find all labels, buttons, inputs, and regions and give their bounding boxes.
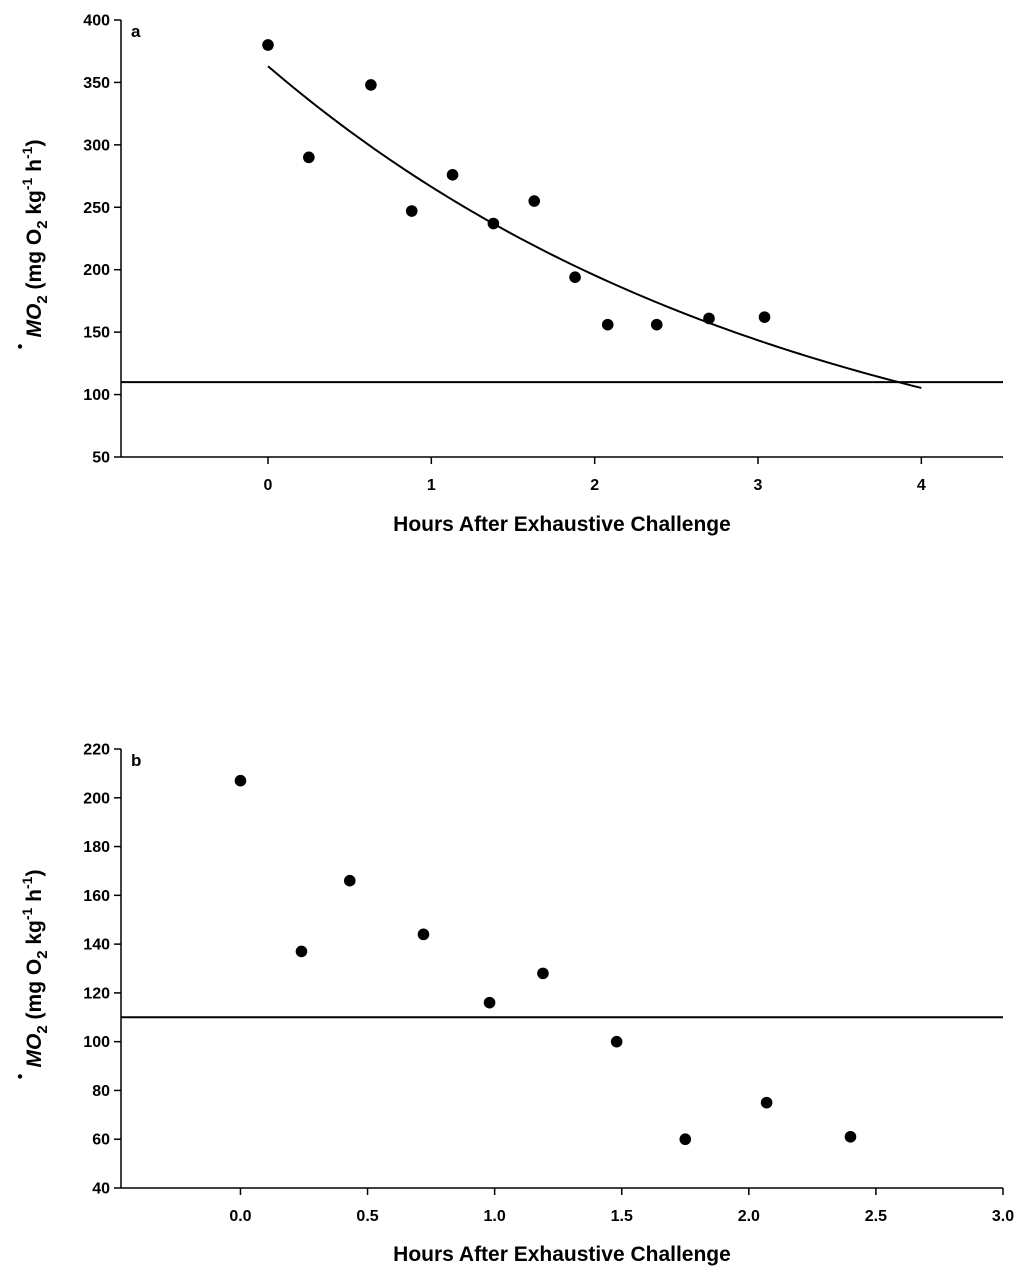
y-axis-title-part: 2 <box>34 220 51 228</box>
y-axis-title-part: kg <box>23 920 46 950</box>
data-point <box>405 205 418 217</box>
data-point <box>487 217 500 230</box>
x-axis-title: Hours After Exhaustive Challenge <box>393 513 731 536</box>
data-point <box>365 79 377 91</box>
y-tick-label: 160 <box>83 888 110 905</box>
y-tick-label: 80 <box>92 1083 110 1100</box>
y-axis-title-part: MO <box>23 304 46 338</box>
data-point <box>844 1130 857 1143</box>
data-point <box>650 318 663 331</box>
y-tick-label: 200 <box>83 262 110 279</box>
panel-b: 40 60 80 100 120 140 160 180 200 220 0.0 0.5 1.0 1.5 2… <box>17 742 1014 1266</box>
x-tick-label: 0.5 <box>356 1208 378 1225</box>
y-tick-label: 60 <box>92 1132 110 1149</box>
y-tick-label: 50 <box>92 450 110 467</box>
y-axis-title-part: -1 <box>19 177 35 190</box>
x-tick-label: 0 <box>264 477 273 494</box>
data-point <box>483 996 496 1009</box>
y-tick-label: 350 <box>83 75 110 92</box>
y-axis-title-part: (mg O <box>23 959 46 1026</box>
y-tick-label: 150 <box>83 325 110 342</box>
y-axis-title-part: -1 <box>19 907 35 920</box>
y-axis-title-part: (mg O <box>23 229 46 296</box>
y-axis-title-part: MO <box>23 1034 46 1068</box>
y-axis-title-part: -1 <box>19 146 35 159</box>
y-tick-label: 100 <box>83 387 110 404</box>
panel-label: a <box>131 22 141 41</box>
y-axis-title-part: 2 <box>34 1025 51 1033</box>
fit-curve <box>267 65 922 389</box>
data-point <box>679 1133 692 1146</box>
y-axis-title-part: 2 <box>34 950 51 958</box>
data-point <box>601 318 614 331</box>
x-axis-title: Hours After Exhaustive Challenge <box>393 1243 731 1266</box>
y-axis-title-part: ) <box>23 140 46 147</box>
y-axis-title-part: kg <box>23 190 46 220</box>
data-point <box>610 1035 623 1048</box>
x-tick-label: 2.5 <box>865 1208 887 1225</box>
data-point <box>758 311 771 323</box>
x-tick-label: 1.0 <box>484 1208 506 1225</box>
overdot-mark <box>17 344 23 349</box>
x-tick-label: 2.0 <box>738 1208 760 1225</box>
y-tick-label: 200 <box>83 790 110 807</box>
data-point <box>703 312 715 325</box>
data-point <box>446 169 459 181</box>
x-tick-label: 1 <box>427 477 436 494</box>
y-axis-title-part: -1 <box>19 876 35 889</box>
overdot-mark <box>17 1074 23 1079</box>
x-tick-label: 1.5 <box>611 1208 633 1225</box>
y-axis-title-part: ) <box>23 870 46 877</box>
panel-a: 50 100 150 200 250 300 350 400 0 1 2 3 4 a Hours After… <box>17 13 1003 536</box>
data-point <box>569 271 581 284</box>
y-axis-title: MO2 (mg O2 kg-1 h-1) <box>19 140 51 338</box>
y-tick-label: 120 <box>83 985 110 1002</box>
data-point <box>417 928 430 941</box>
data-point <box>528 195 541 207</box>
y-tick-label: 250 <box>83 200 110 217</box>
data-point <box>303 151 315 164</box>
data-point <box>262 39 274 51</box>
x-tick-label: 2 <box>590 477 599 494</box>
data-point <box>537 967 549 980</box>
y-axis-title-part: h <box>23 889 46 908</box>
y-axis-title-part: 2 <box>34 295 51 303</box>
y-tick-label: 300 <box>83 137 110 154</box>
x-tick-label: 3.0 <box>992 1208 1014 1225</box>
y-tick-label: 400 <box>83 13 110 30</box>
data-point <box>234 774 247 787</box>
y-axis-title-part: h <box>23 159 46 178</box>
y-tick-label: 40 <box>92 1181 110 1198</box>
x-tick-label: 4 <box>917 477 926 494</box>
x-tick-label: 0.0 <box>229 1208 251 1225</box>
panel-label: b <box>131 751 141 770</box>
x-tick-label: 3 <box>754 477 763 494</box>
data-point <box>343 874 356 887</box>
data-point <box>295 945 308 958</box>
y-tick-label: 220 <box>83 742 110 759</box>
y-axis-title: MO2 (mg O2 kg-1 h-1) <box>19 870 51 1068</box>
y-tick-label: 100 <box>83 1034 110 1051</box>
y-tick-label: 180 <box>83 839 110 856</box>
y-tick-label: 140 <box>83 937 110 954</box>
data-point <box>760 1096 773 1109</box>
